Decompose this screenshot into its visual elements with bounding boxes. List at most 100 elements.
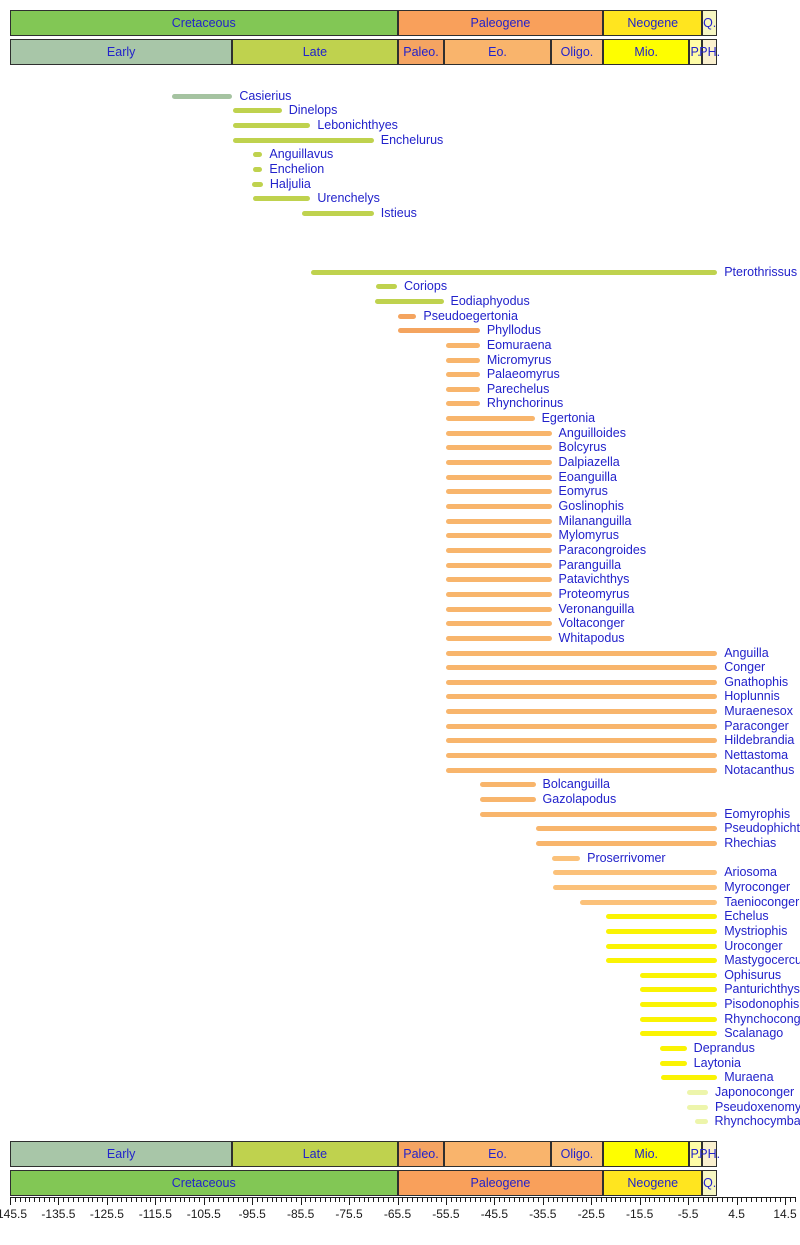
epoch-label: Oligo. (560, 1147, 594, 1161)
axis-major-tick (494, 1198, 496, 1205)
axis-minor-tick (581, 1198, 583, 1202)
taxon-label-scalanago: Scalanago (724, 1026, 784, 1041)
taxon-label-nettastoma: Nettastoma (724, 748, 789, 763)
period-cell-cretaceous: Cretaceous (10, 1170, 398, 1196)
axis-minor-tick (567, 1198, 569, 1202)
taxon-label-panturichthys: Panturichthys (724, 982, 800, 997)
epoch-cell-eo: Eo. (444, 1141, 551, 1167)
epoch-label: P. (690, 1147, 701, 1161)
taxon-label-goslinophis: Goslinophis (558, 499, 624, 513)
taxon-label-pseudophichthys: Pseudophichthys (724, 821, 800, 836)
taxon-range-bar-panturichthys (639, 987, 718, 993)
period-label: Neogene (627, 16, 679, 30)
axis-minor-tick (247, 1198, 249, 1202)
axis-tick-label: -45.5 (480, 1207, 509, 1221)
axis-minor-tick (504, 1198, 506, 1202)
taxon-label-mystriophis: Mystriophis (724, 923, 788, 938)
taxon-label-eoanguilla: Eoanguilla (558, 469, 617, 484)
axis-minor-tick (232, 1198, 234, 1202)
taxon-range-bar-rhynchorinus (445, 401, 480, 407)
epoch-label: P. (690, 45, 701, 59)
taxon-range-bar-pseudoxenomystax (686, 1104, 708, 1110)
axis-minor-tick (392, 1198, 394, 1202)
taxon-range-bar-proteomyrus (445, 591, 552, 597)
taxon-range-bar-rhynchocymba (695, 1119, 708, 1125)
taxon-range-bar-milananguilla (445, 518, 552, 524)
taxon-range-bar-gazolapodus (479, 797, 536, 802)
axis-major-tick (542, 1198, 544, 1205)
axis-minor-tick (508, 1198, 510, 1202)
axis-tick-label: -125.5 (89, 1207, 124, 1221)
taxon-label-taenioconger: Taenioconger (724, 894, 800, 909)
axis-tick-label: -65.5 (383, 1207, 412, 1221)
axis-minor-tick (131, 1198, 133, 1202)
epoch-cell-eo: Eo. (444, 39, 551, 65)
taxon-label-anguilla: Anguilla (724, 645, 769, 660)
axis-minor-tick (227, 1198, 229, 1202)
taxon-label-dinelops: Dinelops (288, 103, 338, 118)
taxon-range-bar-lebonichthyes (232, 123, 311, 129)
axis-major-tick (252, 1198, 254, 1205)
taxon-range-bar-voltaconger (445, 621, 552, 627)
axis-minor-tick (344, 1198, 346, 1202)
axis-minor-tick (780, 1198, 782, 1202)
taxon-label-voltaconger: Voltaconger (558, 616, 625, 631)
taxon-range-bar-muraena (661, 1075, 718, 1081)
axis-minor-tick (789, 1198, 791, 1202)
axis-minor-tick (72, 1198, 74, 1202)
axis-minor-tick (765, 1198, 767, 1202)
axis-minor-tick (43, 1198, 45, 1202)
period-cell-neogene: Neogene (603, 1170, 703, 1196)
epoch-label: Late (302, 45, 328, 59)
taxon-range-bar-rhechias (535, 840, 718, 846)
taxon-range-bar-dalpiazella (445, 460, 552, 466)
axis-minor-tick (184, 1198, 186, 1202)
period-label: Cretaceous (171, 16, 236, 30)
taxon-label-micromyrus: Micromyrus (486, 352, 552, 367)
axis-minor-tick (189, 1198, 191, 1202)
axis-minor-tick (470, 1198, 472, 1202)
axis-major-tick (203, 1198, 205, 1205)
taxon-range-bar-ariosoma (552, 870, 718, 876)
taxon-range-bar-paracongroides (445, 547, 552, 553)
axis-major-tick (106, 1198, 108, 1205)
taxon-range-bar-urenchelys (252, 196, 311, 202)
axis-minor-tick (324, 1198, 326, 1202)
taxon-label-coriops: Coriops (404, 279, 448, 294)
taxon-range-bar-haljulia (252, 181, 263, 187)
axis-minor-tick (794, 1198, 796, 1202)
axis-minor-tick (68, 1198, 70, 1202)
axis-minor-tick (596, 1198, 598, 1202)
taxon-label-ophisurus: Ophisurus (724, 967, 782, 982)
axis-tick-label: -55.5 (432, 1207, 460, 1221)
epoch-label: Mio. (634, 1147, 659, 1161)
taxon-range-bar-gnathophis (445, 679, 718, 685)
axis-minor-tick (513, 1198, 515, 1202)
axis-minor-tick (465, 1198, 467, 1202)
epoch-label: PH. (699, 45, 721, 59)
taxon-range-bar-uroconger (605, 943, 718, 949)
taxon-range-bar-istieus (301, 211, 374, 216)
axis-minor-tick (281, 1198, 283, 1202)
axis-major-tick (155, 1198, 157, 1205)
taxon-range-bar-scalanago (639, 1031, 718, 1037)
axis-minor-tick (605, 1198, 607, 1202)
axis-minor-tick (630, 1198, 631, 1202)
taxon-range-bar-japonoconger (686, 1090, 708, 1095)
axis-tick-label: -15.5 (626, 1207, 654, 1221)
taxon-range-bar-hildebrandia (445, 738, 718, 744)
axis-tick-label: -5.5 (677, 1207, 699, 1221)
taxon-range-bar-bolcanguilla (479, 782, 536, 788)
epoch-cell-oligo: Oligo. (550, 1141, 604, 1167)
axis-minor-tick (707, 1198, 709, 1202)
axis-minor-tick (562, 1198, 564, 1202)
axis-major-tick (397, 1198, 399, 1205)
axis-minor-tick (625, 1198, 627, 1202)
axis-minor-tick (484, 1198, 486, 1202)
axis-minor-tick (537, 1198, 539, 1202)
axis-minor-tick (286, 1198, 288, 1202)
axis-minor-tick (39, 1198, 41, 1202)
taxon-label-anguilloides: Anguilloides (558, 425, 626, 440)
taxon-range-bar-conger (445, 665, 718, 671)
taxon-range-bar-pseudophichthys (535, 826, 718, 832)
